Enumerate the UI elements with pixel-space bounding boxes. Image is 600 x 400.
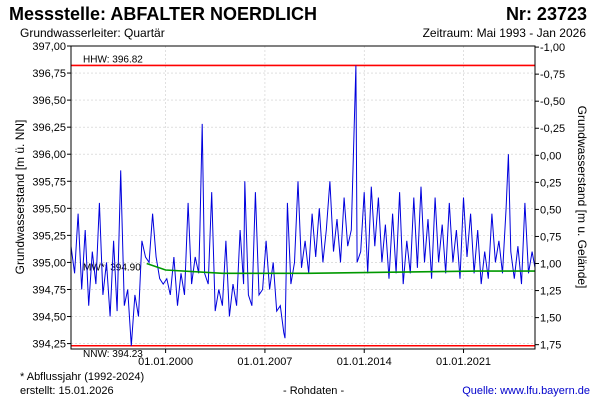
reference-label: NNW: 394.23 [83, 349, 143, 360]
y-axis-title: Grundwasserstand [m ü. NN] [13, 120, 27, 275]
x-tick-label: 01.01.2021 [436, 356, 491, 368]
y2-tick-label: 0,25 [540, 177, 561, 189]
source-link[interactable]: Quelle: www.lfu.bayern.de [462, 385, 590, 397]
y-tick-label: 396,50 [32, 95, 66, 107]
y2-tick-label: 1,25 [540, 286, 561, 298]
grid [71, 45, 535, 349]
x-tick-label: 01.01.2000 [138, 356, 193, 368]
period-label: Zeitraum: Mai 1993 - Jan 2026 [422, 26, 586, 40]
y2-tick-label: -0,75 [540, 69, 565, 81]
y-tick-label: 395,75 [32, 176, 66, 188]
station-number: Nr: 23723 [505, 4, 587, 24]
y2-tick-label: -0,25 [540, 123, 565, 135]
water-level-series [70, 65, 536, 346]
y2-tick-label: 1,75 [540, 340, 561, 352]
x-tick-label: 01.01.2014 [337, 356, 392, 368]
y-tick-label: 395,25 [32, 230, 66, 242]
y-tick-label: 396,25 [32, 122, 66, 134]
plot-frame [70, 45, 536, 350]
y-tick-label: 395,50 [32, 203, 66, 215]
y-tick-label: 394,25 [32, 339, 66, 351]
axes: 394,25 394,50 394,75 395,00 395,25 395,50 395,… [32, 41, 565, 368]
y-tick-label: 396,00 [32, 149, 66, 161]
series-layer [70, 65, 536, 346]
y2-axis-title: Grundwasserstand [m u. Gelände] [575, 106, 589, 289]
y2-tick-label: 0,50 [540, 204, 561, 216]
y-tick-label: 396,75 [32, 68, 66, 80]
y-tick-label: 394,75 [32, 284, 66, 296]
raw-data-label: - Rohdaten - [283, 385, 345, 397]
y2-tick-label: -0,50 [540, 96, 565, 108]
y2-tick-label: 1,50 [540, 313, 561, 325]
mean-level-series [146, 262, 535, 275]
footnote: * Abflussjahr (1992-2024) [20, 371, 145, 383]
y-tick-label: 394,50 [32, 312, 66, 324]
reference-label: HHW: 396.82 [83, 54, 143, 65]
x-tick-label: 01.01.2007 [237, 356, 292, 368]
created-date: erstellt: 15.01.2026 [20, 385, 114, 397]
station-title: Messstelle: ABFALTER NOERDLICH [9, 4, 318, 24]
y-tick-label: 395,00 [32, 257, 66, 269]
y2-tick-label: 1,00 [540, 259, 561, 271]
aquifer-label: Grundwasserleiter: Quartär [20, 26, 165, 40]
y2-tick-label: -1,00 [540, 42, 565, 54]
y-tick-label: 397,00 [32, 41, 66, 53]
y2-tick-label: 0,75 [540, 231, 561, 243]
y2-tick-label: 0,00 [540, 150, 561, 162]
